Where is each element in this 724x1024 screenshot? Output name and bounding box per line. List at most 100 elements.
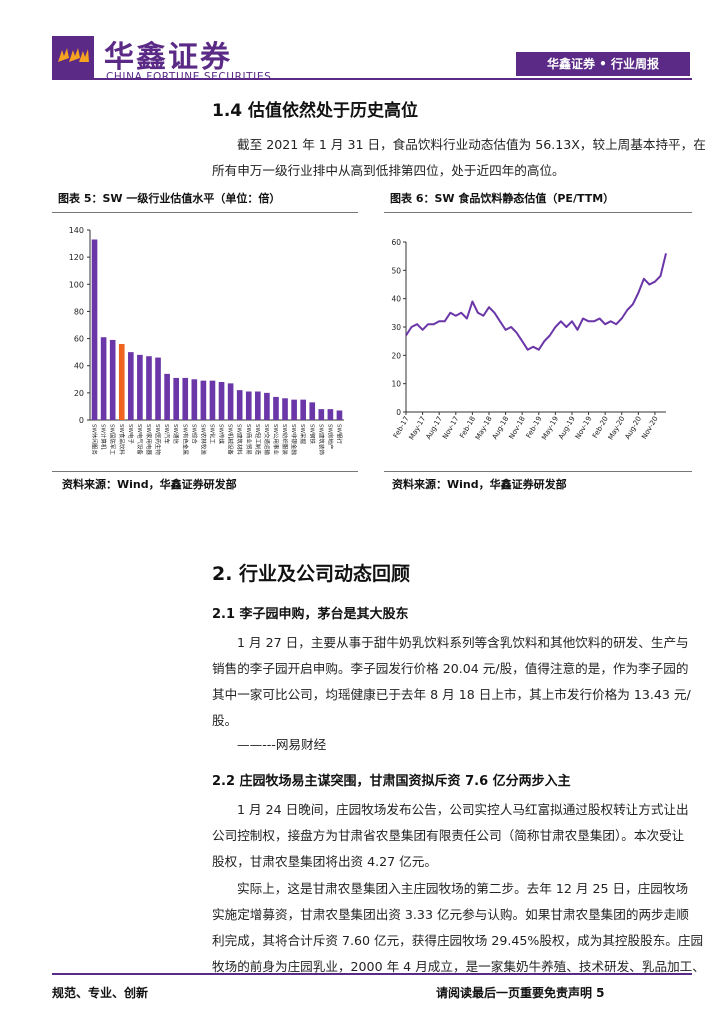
figure6-title: 图表 6：SW 食品饮料静态估值（PE/TTM） <box>390 192 615 205</box>
x-tick-label: SW电气设备 <box>136 424 144 455</box>
text-line: 股权，甘肃农垦集团将出资 4.27 亿元。 <box>212 854 437 869</box>
x-tick-label: SW银行 <box>335 424 343 444</box>
x-tick-label: SW休闲服务 <box>91 424 99 455</box>
x-tick-label: SW电子 <box>127 424 135 444</box>
bar-SW公用事业 <box>273 396 279 420</box>
y-tick-label: 0 <box>396 408 401 417</box>
y-tick-label: 120 <box>69 253 84 262</box>
industry-valuation-bar-chart: 0 20 40 60 80 100 120 140 SW休闲服务 SW计算机 SW国防军工 SW食品饮… <box>69 226 344 455</box>
x-tick-label: SW机械设备 <box>227 424 235 455</box>
y-tick-label: 60 <box>74 335 84 344</box>
bar-SW商业贸易 <box>245 391 252 420</box>
y-tick-label: 50 <box>391 266 401 275</box>
section-heading-2-1: 2.1 李子园申购，茅台是其大股东 <box>212 607 409 622</box>
bar-SW交通运输 <box>264 392 270 420</box>
bar-SW综合 <box>191 379 198 420</box>
x-tick-label: SW国防军工 <box>109 424 117 455</box>
x-tick-label: SW交通运输 <box>263 424 271 455</box>
y-tick-label: 140 <box>69 226 84 235</box>
footer-disclaimer-page: 请阅读最后一页重要免责声明 5 <box>436 986 605 1000</box>
x-tick-label: SW家用电器 <box>145 424 153 455</box>
x-tick-label: SW计算机 <box>100 424 108 450</box>
x-tick-label: SW房地产 <box>326 424 334 450</box>
x-tick-label: SW建筑装饰 <box>317 424 325 455</box>
y-tick-label: 30 <box>391 323 401 332</box>
bar-SW计算机 <box>100 337 107 420</box>
bar-SW银行 <box>336 410 343 420</box>
y-tick-label: 20 <box>391 351 401 360</box>
bar-SW传媒 <box>218 382 225 420</box>
figure5-source: 资料来源：Wind，华鑫证券研发部 <box>62 478 237 491</box>
x-tick-label: Nov-18 <box>508 415 527 441</box>
text-line: 股。 <box>212 713 238 728</box>
x-tick-label: SW通信 <box>172 424 180 444</box>
y-tick-label: 60 <box>391 238 401 247</box>
bar-SW钢铁 <box>309 402 316 420</box>
text-line: 实际上，这是甘肃农垦集团入主庄园牧场的第二步。去年 12 月 25 日，庄园牧场 <box>237 881 689 896</box>
x-tick-label: SW医药生物 <box>154 424 162 455</box>
x-tick-label: SW汽车 <box>163 424 171 444</box>
section-2-2-paragraph-2: 实际上，这是甘肃农垦集团入主庄园牧场的第二步。去年 12 月 25 日，庄园牧场… <box>212 876 705 980</box>
text-line: 实施定增募资，甘肃农垦集团出资 3.33 亿元参与认购。如果甘肃农垦集团的两步走… <box>212 907 689 922</box>
section-heading-2: 2. 行业及公司动态回顾 <box>212 563 411 585</box>
x-tick-label: SW传媒 <box>218 424 226 444</box>
report-type-tag: 华鑫证券 • 行业周报 <box>516 52 690 76</box>
text-line: 利完成，其将合计斥资 7.60 亿元，获得庄园牧场 29.45%股权，成为其控股… <box>212 933 704 948</box>
bar-SW非银金融 <box>291 399 297 420</box>
x-tick-label: SW公用事业 <box>272 424 280 455</box>
company-logo <box>52 36 94 78</box>
x-tick-label: SW综合 <box>190 424 198 444</box>
fortune-logo-icon <box>58 48 89 62</box>
figure6-bottom-rule <box>384 471 692 472</box>
y-tick-label: 20 <box>74 389 84 398</box>
text-line: 1 月 24 日晚间，庄园牧场发布公告，公司实控人马红富拟通过股权转让方式让出 <box>237 802 689 817</box>
bar-SW建筑装饰 <box>318 409 325 420</box>
section-1-4-paragraph: 截至 2021 年 1 月 31 日，食品饮料行业动态估值为 56.13X，较上… <box>212 132 706 184</box>
footer-divider <box>52 973 692 975</box>
figure5-title: 图表 5：SW 一级行业估值水平（单位：倍） <box>58 192 281 205</box>
text-line: 销售的李子园开启申购。李子园发行价格 20.04 元/股，值得注意的是，作为李子… <box>212 661 689 676</box>
text-line: 截至 2021 年 1 月 31 日，食品饮料行业动态估值为 56.13X，较上… <box>237 137 706 152</box>
pe-ttm-series-line <box>405 253 667 351</box>
bar-SW农林牧渔 <box>200 380 207 420</box>
bar-SW电气设备 <box>137 354 143 420</box>
text-line: 公司控制权，接盘方为甘肃省农垦集团有限责任公司（简称甘肃农垦集团）。本次受让 <box>212 828 685 843</box>
text-line: 所有申万一级行业排中从高到低排第四位，处于近四年的高位。 <box>212 163 565 178</box>
bar-SW家用电器 <box>146 356 152 420</box>
bar-SW国防军工 <box>109 339 116 420</box>
bar-SW建筑材料 <box>236 390 243 420</box>
y-tick-label: 80 <box>74 307 84 316</box>
food-beverage-pe-line-chart: 0102030405060Feb-17May-17Aug-17Nov-17Feb… <box>391 238 667 441</box>
bar-SW采掘 <box>300 399 306 420</box>
figure5-top-rule <box>52 212 358 213</box>
section-heading-1-4: 1.4 估值依然处于历史高位 <box>212 101 419 121</box>
bar-SW机械设备 <box>227 383 234 420</box>
section-2-1-paragraph: 1 月 27 日，主要从事于甜牛奶乳饮料系列等含乳饮料和其他饮料的研发、生产与 … <box>212 630 691 734</box>
bar-SW通信 <box>173 377 179 420</box>
x-tick-label: SW食品饮料 <box>118 424 126 455</box>
x-tick-label: SW商业贸易 <box>245 424 253 455</box>
text-line: 其中一家可比公司，均瑶健康已于去年 8 月 18 日上市，其上市发行价格为 13… <box>212 687 691 702</box>
x-tick-label: SW农林牧渔 <box>199 424 207 455</box>
section-heading-2-2: 2.2 庄园牧场易主谋突围，甘肃国资拟斥资 7.6 亿分两步入主 <box>212 774 571 789</box>
bar-SW电子 <box>128 352 134 420</box>
x-tick-label: SW建筑材料 <box>236 424 244 455</box>
brand-name-en: CHINA FORTUNE SECURITIES <box>106 71 272 83</box>
y-tick-label: 0 <box>79 416 84 425</box>
bar-SW医药生物 <box>155 357 161 420</box>
figure6-top-rule <box>384 212 692 213</box>
x-tick-label: SW有色金属 <box>181 424 189 455</box>
bar-SW汽车 <box>164 373 170 420</box>
x-tick-label: SW轻工制造 <box>254 424 262 455</box>
section-2-2-paragraph-1: 1 月 24 日晚间，庄园牧场发布公告，公司实控人马红富拟通过股权转让方式让出 … <box>212 797 690 875</box>
news-source-note: ——---网易财经 <box>237 737 327 752</box>
y-tick-label: 40 <box>391 295 401 304</box>
x-tick-label: Nov-19 <box>574 415 593 441</box>
bar-SW有色金属 <box>182 377 189 420</box>
figure6-source: 资料来源：Wind，华鑫证券研发部 <box>392 478 567 491</box>
footer-slogan: 规范、专业、创新 <box>52 986 149 1000</box>
y-tick-label: 10 <box>391 380 401 389</box>
x-tick-label: SW非银金融 <box>290 424 298 455</box>
figure5-bottom-rule <box>52 471 358 472</box>
header-divider <box>52 78 692 80</box>
